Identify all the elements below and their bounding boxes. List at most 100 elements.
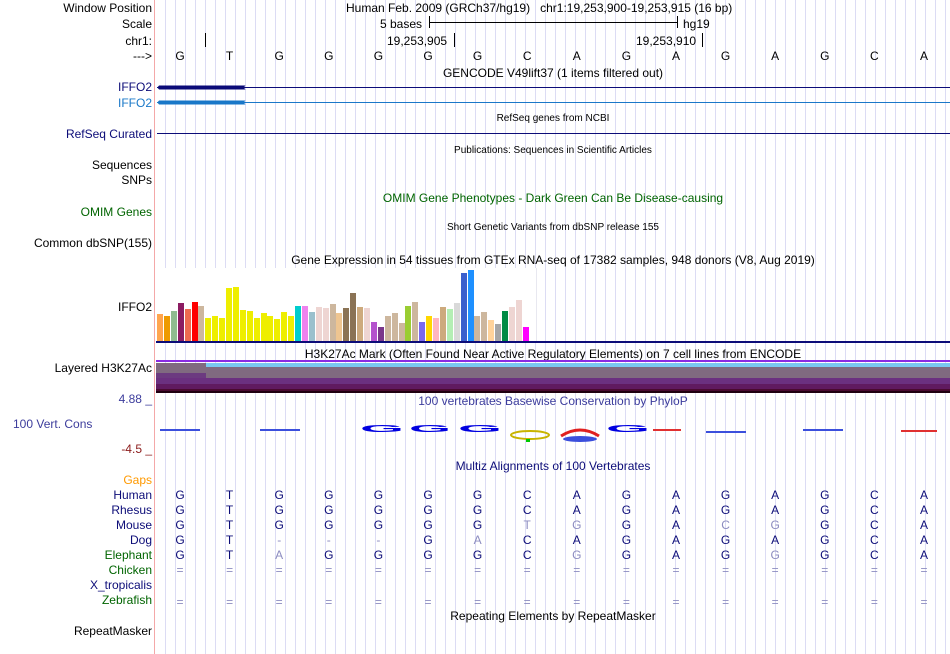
gtex-bar-15[interactable]	[260, 312, 267, 341]
coord-tick	[454, 33, 455, 47]
gtex-bar-46[interactable]	[474, 315, 481, 341]
gtex-bar-5[interactable]	[191, 302, 198, 341]
gtex-bar-53[interactable]	[522, 327, 529, 341]
gaps-label[interactable]: Gaps	[123, 473, 152, 487]
gtex-bar-36[interactable]	[405, 305, 412, 341]
base-4: G	[373, 49, 384, 63]
gtex-bar-30[interactable]	[364, 307, 370, 341]
gtex-bar-42[interactable]	[446, 308, 453, 341]
h3k-signal[interactable]	[156, 360, 950, 393]
gtex-bar-24[interactable]	[322, 307, 329, 341]
gtex-bar-22[interactable]	[308, 311, 315, 341]
gtex-bar-6[interactable]	[198, 305, 205, 341]
gtex-bar-3[interactable]	[177, 303, 184, 341]
gtex-bar-33[interactable]	[384, 315, 391, 341]
omim-label[interactable]: OMIM Genes	[80, 205, 152, 219]
gtex-bar-21[interactable]	[301, 305, 308, 341]
gtex-bar-17[interactable]	[274, 318, 281, 341]
gtex-bar-50[interactable]	[502, 310, 508, 341]
gtex-bar-29[interactable]	[357, 306, 364, 341]
gtex-bar-19[interactable]	[288, 315, 295, 341]
gtex-bar-10[interactable]	[226, 288, 232, 341]
gtex-bar-48[interactable]	[488, 319, 495, 341]
gtex-bar-8[interactable]	[212, 315, 219, 341]
gtex-bar-26[interactable]	[336, 312, 343, 341]
multiz-species-dog[interactable]: Dog	[129, 533, 152, 547]
multiz-species-human[interactable]: Human	[113, 488, 152, 502]
gtex-bar-39[interactable]	[426, 315, 433, 341]
snps-label[interactable]: SNPs	[121, 173, 152, 187]
dbsnp-label[interactable]: Common dbSNP(155)	[33, 236, 152, 250]
gtex-bar-23[interactable]	[315, 306, 322, 341]
gencode-title: GENCODE V49lift37 (1 items filtered out)	[442, 66, 664, 80]
gtex-bar-25[interactable]	[329, 304, 336, 341]
gtex-bar-14[interactable]	[253, 317, 260, 341]
base-3: G	[324, 49, 334, 63]
gtex-bar-47[interactable]	[481, 311, 488, 341]
multiz-base: G	[820, 518, 830, 532]
gtex-bar-7[interactable]	[205, 317, 212, 341]
gencode-gene-1[interactable]: ‹‹‹‹‹‹‹‹‹‹‹‹‹‹‹‹‹‹‹‹‹‹‹‹‹‹‹‹‹‹‹‹‹‹‹‹‹‹‹‹…	[157, 82, 950, 93]
multiz-species-x_tropicalis[interactable]: X_tropicalis	[89, 578, 152, 592]
gtex-bar-41[interactable]	[439, 306, 446, 341]
gtex-bar-38[interactable]	[419, 321, 426, 341]
gtex-bar-37[interactable]	[412, 302, 419, 341]
multiz-base: =	[920, 595, 928, 609]
gtex-bar-16[interactable]	[267, 315, 274, 341]
chrom-label: chr1:	[125, 34, 152, 48]
h3k-title: H3K27Ac Mark (Often Found Near Active Re…	[304, 347, 802, 361]
multiz-species-chicken[interactable]: Chicken	[108, 563, 152, 577]
multiz-base: C	[721, 518, 730, 532]
multiz-species-mouse[interactable]: Mouse	[115, 518, 152, 532]
h3k-label[interactable]: Layered H3K27Ac	[54, 361, 152, 375]
gtex-label[interactable]: IFFO2	[117, 300, 152, 314]
gtex-bar-52[interactable]	[515, 300, 522, 341]
position[interactable]: chr1:19,253,900-19,253,915 (16 bp)	[540, 1, 733, 15]
multiz-base: =	[226, 563, 234, 577]
gtex-bar-20[interactable]	[295, 305, 301, 341]
multiz-base: G	[175, 488, 185, 502]
multiz-base: =	[771, 595, 779, 609]
gencode-gene-2[interactable]: ‹‹‹‹‹‹‹‹‹‹‹‹‹‹‹‹‹‹‹‹‹‹‹‹‹‹‹‹‹‹‹‹‹‹‹‹‹‹‹‹…	[157, 97, 950, 108]
gtex-bar-32[interactable]	[377, 327, 384, 341]
pubs-label[interactable]: Sequences	[91, 158, 152, 172]
multiz-base: =	[622, 595, 630, 609]
gtex-bar-0[interactable]	[157, 313, 163, 341]
gtex-bar-35[interactable]	[398, 322, 405, 341]
gtex-bar-34[interactable]	[391, 312, 398, 341]
gencode-gene-1-label[interactable]: IFFO2	[117, 80, 152, 94]
gtex-bar-chart[interactable]	[156, 268, 537, 341]
gtex-bar-43[interactable]	[453, 303, 460, 341]
phylop-label[interactable]: 100 Vert. Cons	[13, 417, 93, 431]
gtex-bar-9[interactable]	[219, 317, 226, 341]
gtex-bar-28[interactable]	[350, 293, 357, 341]
scale-tick	[677, 16, 678, 28]
gtex-bar-12[interactable]	[239, 309, 246, 341]
multiz-base: A	[671, 503, 680, 517]
gtex-bar-44[interactable]	[460, 272, 467, 341]
base-11: G	[720, 49, 731, 63]
multiz-species-elephant[interactable]: Elephant	[104, 548, 152, 562]
gtex-bar-27[interactable]	[343, 307, 350, 341]
gencode-gene-2-label[interactable]: IFFO2	[117, 96, 152, 110]
gtex-bar-49[interactable]	[495, 324, 502, 341]
rmsk-label[interactable]: RepeatMasker	[73, 624, 152, 638]
refseq-label[interactable]: RefSeq Curated	[65, 127, 152, 141]
multiz-species-zebrafish[interactable]: Zebrafish	[101, 593, 152, 607]
gtex-bar-2[interactable]	[170, 310, 177, 341]
gtex-bar-13[interactable]	[246, 310, 253, 341]
multiz-species-rhesus[interactable]: Rhesus	[111, 503, 152, 517]
gtex-bar-51[interactable]	[508, 306, 515, 341]
gtex-bar-31[interactable]	[370, 321, 377, 341]
gtex-bar-11[interactable]	[232, 287, 239, 341]
gtex-bar-45[interactable]	[467, 269, 474, 341]
gtex-bar-18[interactable]	[281, 311, 288, 341]
multiz-base: =	[821, 595, 829, 609]
phylop-logo[interactable]: G G G G	[156, 418, 950, 442]
refseq-gene[interactable]	[157, 133, 950, 134]
gtex-bar-4[interactable]	[184, 308, 191, 341]
gtex-bar-40[interactable]	[433, 317, 439, 341]
gtex-bar-1[interactable]	[163, 315, 170, 341]
multiz-base: =	[275, 563, 283, 577]
